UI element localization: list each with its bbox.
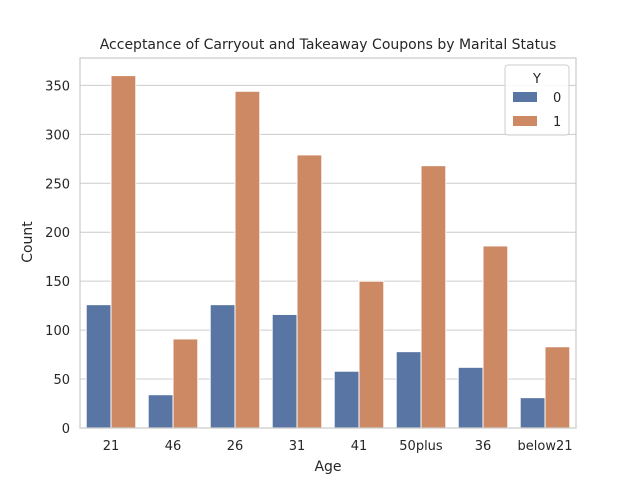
- y-axis-label: Count: [20, 221, 36, 263]
- bar-36-y0: [457, 366, 484, 429]
- x-tick-label: 41: [351, 439, 368, 454]
- y-tick-label: 300: [45, 128, 70, 143]
- bar-46-y1: [172, 338, 199, 429]
- legend-label: 1: [553, 115, 561, 130]
- bar-36-y1: [482, 245, 509, 429]
- x-ticks: 21 46 26 31 41 50plus 36 below21: [103, 439, 573, 454]
- x-tick-label: 26: [227, 439, 244, 454]
- bar-31-y1: [296, 154, 323, 429]
- bar-26-y1: [234, 90, 261, 429]
- bar-21-y0: [85, 304, 112, 429]
- y-tick-label: 150: [45, 275, 70, 290]
- bar-below21-y1: [544, 346, 571, 429]
- x-tick-label: 50plus: [399, 439, 443, 454]
- x-tick-label: 21: [103, 439, 120, 454]
- bar-below21-y0: [519, 397, 546, 429]
- bar-46-y0: [147, 394, 174, 429]
- bar-41-y0: [333, 370, 360, 429]
- x-tick-label: below21: [518, 439, 573, 454]
- bar-50plus-y1: [420, 165, 447, 429]
- y-tick-label: 350: [45, 79, 70, 94]
- y-tick-label: 250: [45, 177, 70, 192]
- y-tick-label: 50: [53, 373, 70, 388]
- legend-label: 0: [553, 91, 561, 106]
- bar-31-y0: [271, 313, 298, 429]
- bar-50plus-y0: [395, 351, 422, 429]
- bar-26-y0: [209, 304, 236, 429]
- y-tick-label: 0: [62, 422, 70, 437]
- y-tick-label: 100: [45, 324, 70, 339]
- bar-41-y1: [358, 280, 385, 429]
- x-tick-label: 36: [475, 439, 492, 454]
- legend-swatch-1: [513, 116, 537, 126]
- x-tick-label: 31: [289, 439, 306, 454]
- chart-title: Acceptance of Carryout and Takeaway Coup…: [100, 37, 557, 53]
- legend-swatch-0: [513, 92, 537, 102]
- bar-21-y1: [110, 75, 137, 429]
- plot-frame: [79, 57, 577, 429]
- legend: Y 01: [504, 64, 570, 136]
- x-tick-label: 46: [165, 439, 182, 454]
- y-tick-label: 200: [45, 226, 70, 241]
- legend-title: Y: [532, 72, 541, 87]
- y-ticks: 0 50 100 150 200 250 300 350: [45, 79, 70, 437]
- legend-entries: 01: [513, 91, 561, 130]
- x-axis-label: Age: [314, 459, 341, 475]
- bars: [85, 75, 571, 429]
- axes: [79, 57, 577, 429]
